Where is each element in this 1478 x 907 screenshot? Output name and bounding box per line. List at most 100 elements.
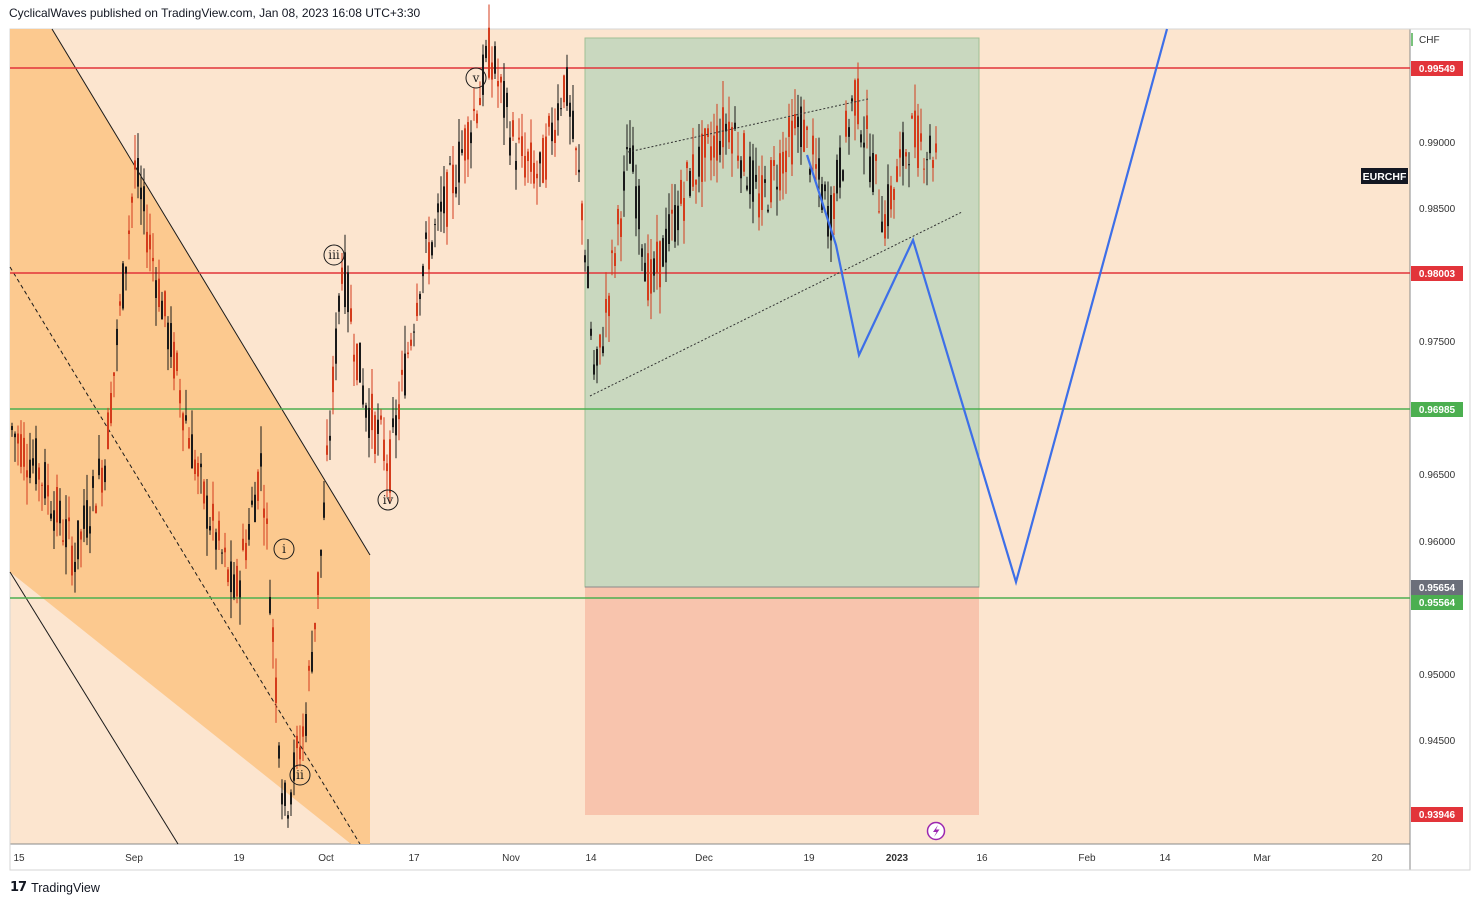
time-tick: Dec <box>695 853 713 864</box>
candle-body <box>71 545 73 576</box>
candle-body <box>410 339 412 346</box>
candle-body <box>575 148 577 151</box>
candle-body <box>776 186 778 190</box>
candle-body <box>236 565 238 597</box>
candle-body <box>80 531 82 540</box>
candle-body <box>614 253 616 266</box>
candle-body <box>644 262 646 282</box>
candle-body <box>653 258 655 276</box>
candle-body <box>917 115 919 168</box>
candle-body <box>722 107 724 148</box>
profit-zone <box>584 37 980 588</box>
candle-body <box>365 405 367 418</box>
candle-body <box>812 135 814 155</box>
candle-body <box>323 502 325 518</box>
candle-body <box>326 445 328 455</box>
candle-body <box>383 439 385 461</box>
candle-body <box>677 205 679 231</box>
candle-body <box>371 393 373 431</box>
candle-body <box>83 505 85 529</box>
price-tick: 0.96500 <box>1419 470 1456 481</box>
candle-body <box>890 185 892 210</box>
candle-body <box>413 331 415 333</box>
time-axis[interactable]: 15 Sep 19 Oct 17 Nov 14 Dec 19 2023 16 F… <box>13 853 1383 864</box>
projection-path[interactable] <box>805 28 1169 586</box>
price-tag-bg <box>1411 807 1463 822</box>
candle-body <box>254 494 256 523</box>
candle-body <box>179 390 181 404</box>
candle-body <box>581 203 583 221</box>
candle-body <box>248 524 250 540</box>
candle-body <box>923 168 925 170</box>
candle-body <box>569 102 571 117</box>
footer-brand[interactable]: 17 TradingView <box>10 880 100 895</box>
candle-body <box>419 293 421 300</box>
candle-body <box>98 458 100 476</box>
candle-body <box>773 160 775 166</box>
time-tick: 2023 <box>886 853 909 864</box>
candle-body <box>305 714 307 736</box>
candle-body <box>122 263 124 309</box>
candle-body <box>794 114 796 129</box>
candle-body <box>125 266 127 274</box>
candle-body <box>221 552 223 554</box>
candle-body <box>389 439 391 493</box>
candle-body <box>164 291 166 317</box>
candle-body <box>215 532 217 550</box>
candle-body <box>719 140 721 155</box>
candle-body <box>887 184 889 227</box>
descending-channel-fill <box>10 29 370 844</box>
candle-body <box>905 152 907 157</box>
candle-body <box>701 133 703 182</box>
price-tick: 0.96000 <box>1419 537 1456 548</box>
price-tag-bg <box>1411 580 1463 595</box>
candle-body <box>377 419 379 434</box>
candle-body <box>845 110 847 137</box>
candle-body <box>767 209 769 212</box>
candle-body <box>680 179 682 204</box>
candle-body <box>566 67 568 106</box>
candle-body <box>926 159 928 161</box>
candle-body <box>881 221 883 233</box>
candle-body <box>320 549 322 556</box>
svg-text:ii: ii <box>296 768 304 782</box>
candle-body <box>920 133 922 142</box>
candle-body <box>443 186 445 214</box>
candle-body <box>929 135 931 154</box>
channel-mid-line <box>9 266 361 845</box>
candle-body <box>728 121 730 143</box>
candle-body <box>209 526 211 531</box>
candle-body <box>227 569 229 583</box>
candle-body <box>29 459 31 478</box>
candle-body <box>47 485 49 497</box>
candle-body <box>206 495 208 529</box>
candle-body <box>170 323 172 357</box>
candle-body <box>596 348 598 366</box>
candle-body <box>32 458 34 466</box>
candle-body <box>731 126 733 154</box>
candle-body <box>470 132 472 144</box>
price-axis[interactable]: CHF 0.99000 0.98500 0.97500 0.96500 0.96… <box>1411 33 1463 822</box>
candle-body <box>53 510 55 531</box>
time-tick: Sep <box>125 853 143 864</box>
candle-body <box>368 407 370 438</box>
candle-body <box>350 308 352 322</box>
candle-body <box>656 241 658 274</box>
candle-body <box>869 156 871 183</box>
candle-body <box>290 792 292 805</box>
candle-body <box>152 257 154 262</box>
candle-body <box>167 322 169 350</box>
candle-body <box>485 45 487 59</box>
candle-body <box>770 160 772 203</box>
candle-body <box>86 500 88 538</box>
candle-body <box>650 259 652 294</box>
candle-body <box>317 572 319 595</box>
candle-body <box>308 665 310 671</box>
events-lightning-icon[interactable] <box>926 821 946 841</box>
price-tag-0-98003: 0.98003 <box>1419 269 1456 280</box>
candle-body <box>857 78 859 125</box>
candle-body <box>119 301 121 306</box>
candle-body <box>407 352 409 355</box>
candle-body <box>893 188 895 200</box>
